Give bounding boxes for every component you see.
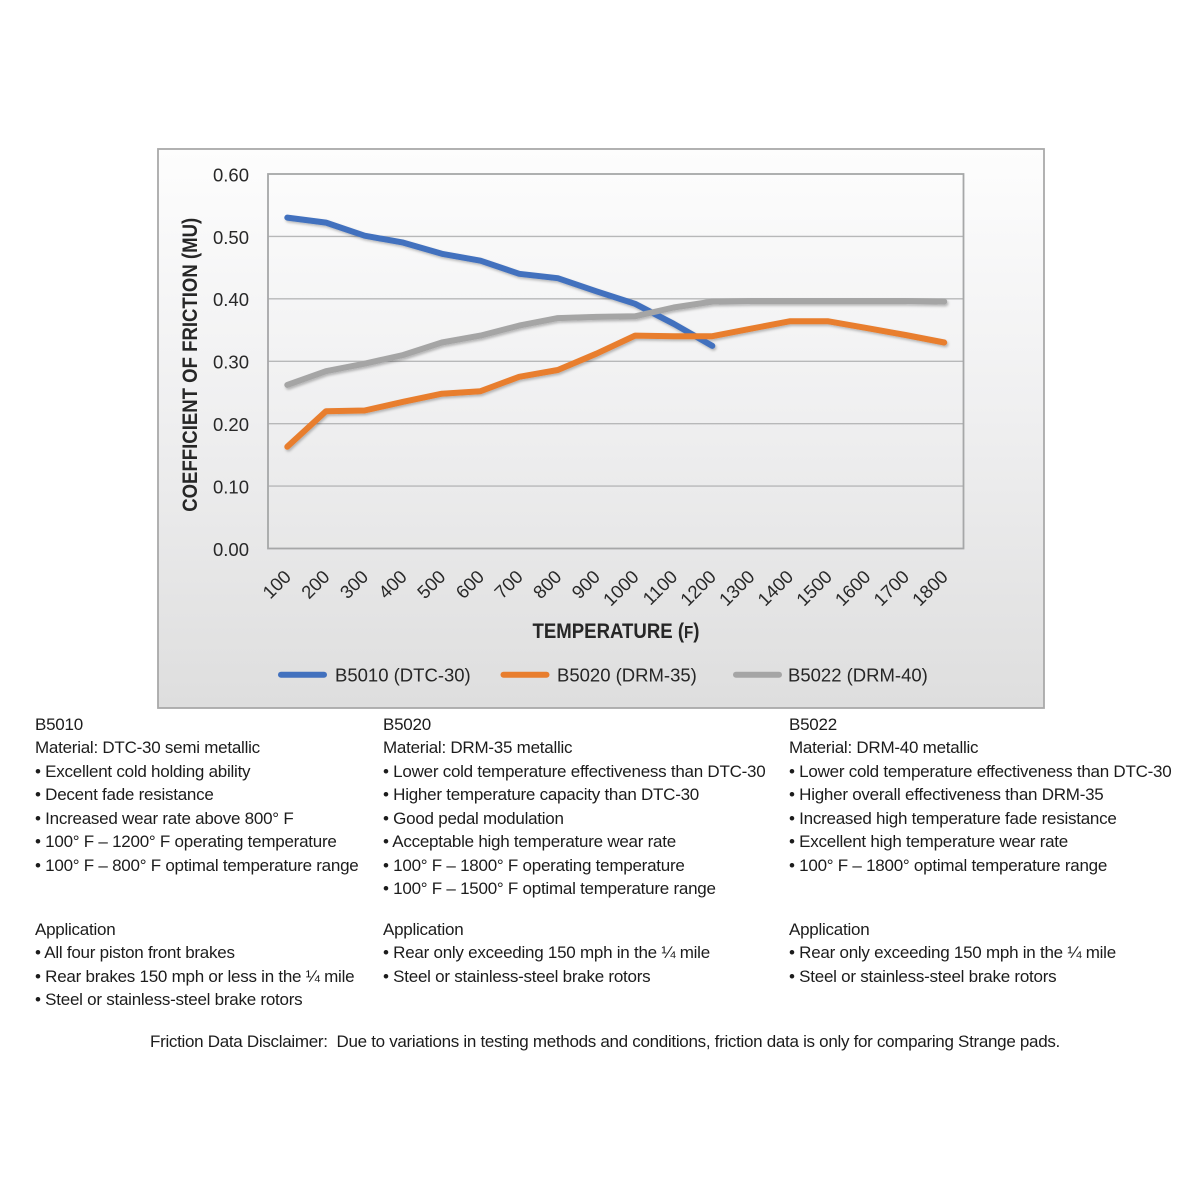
svg-text:0.50: 0.50 — [213, 227, 249, 248]
svg-text:0.00: 0.00 — [213, 539, 249, 560]
svg-text:0.30: 0.30 — [213, 352, 249, 373]
svg-text:TEMPERATURE (F): TEMPERATURE (F) — [533, 619, 700, 643]
svg-text:COEFFICIENT OF FRICTION (MU): COEFFICIENT OF FRICTION (MU) — [179, 218, 202, 512]
svg-text:0.20: 0.20 — [213, 414, 249, 435]
svg-text:0.60: 0.60 — [213, 164, 249, 185]
svg-text:B5020 (DRM-35): B5020 (DRM-35) — [557, 665, 697, 686]
svg-text:B5010 (DTC-30): B5010 (DTC-30) — [335, 665, 471, 686]
svg-text:B5022 (DRM-40): B5022 (DRM-40) — [788, 665, 928, 686]
svg-text:0.10: 0.10 — [213, 477, 249, 498]
svg-text:0.40: 0.40 — [213, 289, 249, 310]
